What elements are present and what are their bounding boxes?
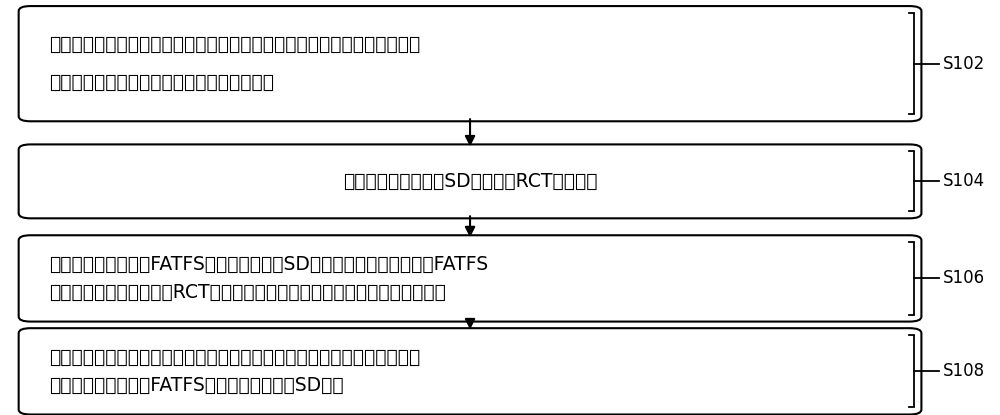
FancyBboxPatch shape (19, 235, 921, 322)
Text: 在嵌入式系统中移植物联网操作系统，创建线程用于运行日志系统任务，所: 在嵌入式系统中移植物联网操作系统，创建线程用于运行日志系统任务，所 (49, 35, 420, 54)
FancyBboxPatch shape (19, 144, 921, 218)
Text: 串作为日志记录写入FATFS文件系统，并存入SD卡中: 串作为日志记录写入FATFS文件系统，并存入SD卡中 (49, 376, 343, 395)
Text: 在嵌入式系统中移植FATFS文件系统，根据SD卡模块的驱动程序对所述FATFS: 在嵌入式系统中移植FATFS文件系统，根据SD卡模块的驱动程序对所述FATFS (49, 255, 488, 274)
Text: S108: S108 (942, 362, 985, 380)
Text: 初始化嵌入式系统的SD卡模块和RCT时钟模块: 初始化嵌入式系统的SD卡模块和RCT时钟模块 (343, 172, 597, 191)
Text: S102: S102 (942, 55, 985, 73)
Text: 文件系统优化，根据所述RCT时钟模块中的时间确定所述日志系统中读写协议: 文件系统优化，根据所述RCT时钟模块中的时间确定所述日志系统中读写协议 (49, 283, 446, 302)
FancyBboxPatch shape (19, 328, 921, 415)
Text: S106: S106 (942, 269, 985, 288)
FancyBboxPatch shape (19, 6, 921, 121)
Text: 接收运行参数，按照所述日志系统中读写规则，将所述运行参数转换为字符: 接收运行参数，按照所述日志系统中读写规则，将所述运行参数转换为字符 (49, 348, 420, 367)
Text: 述日志系统任务分为写日志任务和读日志任务: 述日志系统任务分为写日志任务和读日志任务 (49, 73, 274, 92)
Text: S104: S104 (942, 172, 985, 190)
